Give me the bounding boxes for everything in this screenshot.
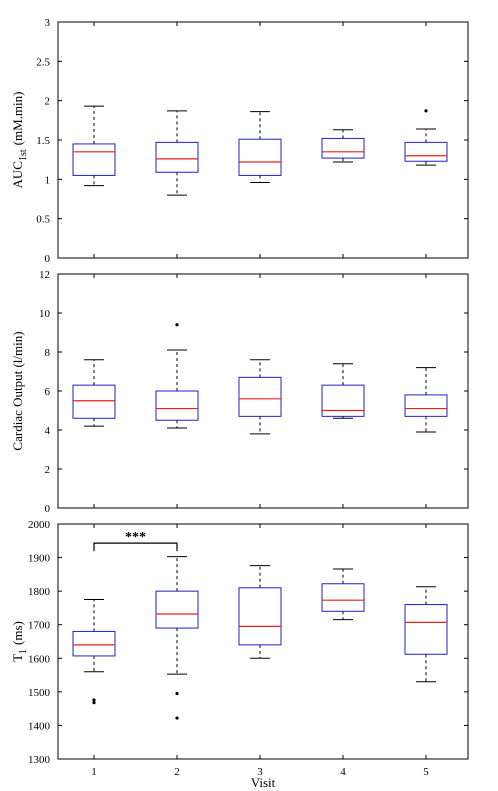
y-axis-label-main: AUC bbox=[10, 161, 25, 188]
box bbox=[155, 141, 199, 173]
y-axis-label: T1 (ms) bbox=[10, 621, 29, 662]
y-tick-label: 6 bbox=[45, 386, 51, 398]
y-tick-label: 1500 bbox=[28, 687, 51, 699]
y-tick-label: 12 bbox=[39, 269, 50, 281]
panel-3-frame bbox=[57, 523, 469, 760]
y-axis-label-sub: 1st bbox=[18, 149, 29, 161]
box bbox=[404, 141, 448, 162]
panel-1-frame bbox=[57, 21, 469, 259]
y-tick-label: 10 bbox=[39, 308, 51, 320]
box bbox=[238, 376, 282, 417]
y-tick-label: 2 bbox=[45, 96, 51, 108]
outlier-point bbox=[175, 716, 179, 720]
outlier-point bbox=[92, 698, 96, 702]
y-tick-label: 1 bbox=[45, 174, 51, 186]
y-tick-label: 0.5 bbox=[36, 214, 50, 226]
y-tick-label: 8 bbox=[45, 347, 51, 359]
box bbox=[321, 384, 365, 417]
y-tick-label: 4 bbox=[45, 425, 51, 437]
x-tick-label: 2 bbox=[174, 766, 180, 778]
x-axis-label: Visit bbox=[251, 775, 276, 790]
outlier-point bbox=[92, 701, 96, 705]
y-axis-label: Cardiac Output (l/min) bbox=[10, 331, 25, 450]
box bbox=[321, 137, 365, 159]
x-tick-label: 5 bbox=[423, 766, 429, 778]
box bbox=[155, 390, 199, 421]
box bbox=[238, 138, 282, 176]
y-axis-label: AUC1st (mM.min) bbox=[10, 92, 29, 189]
y-axis-label-main: T bbox=[10, 654, 25, 662]
outlier-point bbox=[424, 109, 428, 113]
y-axis-label-rest: (ms) bbox=[10, 621, 25, 645]
box bbox=[72, 143, 116, 176]
x-tick-label: 4 bbox=[340, 766, 346, 778]
box bbox=[155, 590, 199, 629]
y-tick-label: 1700 bbox=[28, 620, 51, 632]
box bbox=[321, 583, 365, 612]
y-tick-label: 1400 bbox=[28, 720, 51, 732]
y-tick-label: 2.5 bbox=[36, 56, 50, 68]
y-tick-label: 2 bbox=[45, 464, 51, 476]
significance-bracket bbox=[93, 542, 178, 552]
box bbox=[238, 587, 282, 646]
y-tick-label: 3 bbox=[45, 17, 51, 29]
outlier-point bbox=[175, 691, 179, 696]
significance-label: *** bbox=[125, 530, 146, 545]
box bbox=[404, 604, 448, 655]
y-tick-label: 1900 bbox=[28, 553, 51, 565]
panel-2-frame bbox=[57, 273, 469, 509]
y-tick-label: 1.5 bbox=[36, 135, 50, 147]
y-tick-label: 0 bbox=[45, 253, 51, 265]
box bbox=[404, 394, 448, 417]
y-axis-label-main: Cardiac Output (l/min) bbox=[10, 331, 25, 450]
y-tick-label: 0 bbox=[45, 503, 51, 515]
box bbox=[72, 384, 116, 419]
x-tick-label: 1 bbox=[91, 766, 97, 778]
y-axis-label-rest: (mM.min) bbox=[10, 92, 25, 146]
y-tick-label: 1300 bbox=[28, 754, 51, 766]
box bbox=[72, 630, 116, 657]
y-tick-label: 2000 bbox=[28, 519, 51, 531]
y-tick-label: 1800 bbox=[28, 586, 51, 598]
y-axis-label-sub: 1 bbox=[18, 649, 29, 654]
x-tick-label: 3 bbox=[257, 766, 263, 778]
y-tick-label: 1600 bbox=[28, 653, 51, 665]
outlier-point bbox=[175, 323, 179, 327]
